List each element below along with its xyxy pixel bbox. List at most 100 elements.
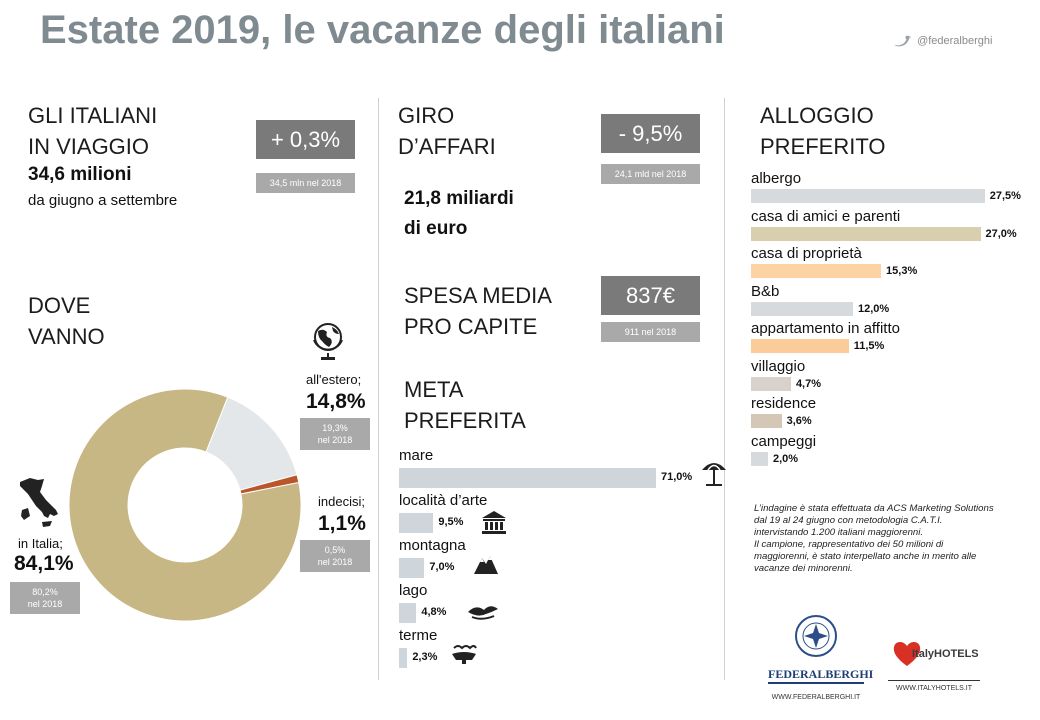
- destination-heading-line1: DOVE: [28, 293, 91, 318]
- undecided-previous-badge: 0,5% nel 2018: [300, 540, 370, 572]
- meta-heading-line2: PREFERITA: [404, 408, 526, 433]
- survey-note-paragraph2: Il campione, rappresentativo dei 50 mili…: [754, 539, 977, 574]
- turnover-change-badge: - 9,5%: [601, 114, 700, 153]
- mountain-icon: [474, 556, 498, 574]
- italy-map-icon: [20, 478, 58, 527]
- turnover-heading-line2: D’AFFARI: [398, 134, 496, 159]
- meta-bar-value: 2,3%: [412, 651, 438, 663]
- lake-icon: [468, 606, 498, 620]
- italy-previous-value: 80,2%: [32, 587, 58, 597]
- turnover-amount: 21,8 miliardi di euro: [404, 184, 514, 244]
- destination-heading-line2: VANNO: [28, 324, 105, 349]
- survey-note: L’indagine è stata effettuata da ACS Mar…: [754, 503, 994, 575]
- undecided-value: 1,1%: [318, 512, 366, 535]
- lodging-bar-value: 11,5%: [853, 340, 885, 352]
- social-handle[interactable]: @federalberghi: [892, 34, 992, 48]
- destination-heading: DOVE VANNO: [28, 290, 105, 352]
- italy-previous-year: nel 2018: [27, 599, 63, 609]
- turnover-amount-line2: di euro: [404, 218, 468, 239]
- turnover-previous-badge: 24,1 mld nel 2018: [601, 164, 700, 184]
- federalberghi-seal-icon: [795, 615, 837, 657]
- lodging-bar-value: 27,5%: [989, 190, 1021, 202]
- meta-bar-label: terme: [399, 627, 438, 644]
- meta-bar-label: mare: [399, 447, 434, 464]
- lodging-bar-bar: [751, 226, 981, 241]
- lodging-bar-value: 15,3%: [886, 265, 918, 277]
- lodging-bar-label: residence: [751, 395, 817, 412]
- lodging-bar-label: campeggi: [751, 432, 817, 450]
- lodging-bar-value: 12,0%: [858, 302, 890, 315]
- abroad-value: 14,8%: [306, 390, 366, 413]
- undecided-previous-year: nel 2018: [317, 557, 353, 567]
- destination-donut-chart: [68, 388, 302, 622]
- meta-bar-value: 4,8%: [421, 606, 447, 618]
- travelers-heading: GLI ITALIANI IN VIAGGIO: [28, 100, 157, 162]
- globe-icon: [313, 323, 343, 360]
- meta-bar-label: lago: [399, 582, 428, 599]
- travelers-period: da giugno a settembre: [28, 192, 178, 209]
- lodging-bar-bar: [751, 414, 782, 428]
- federalberghi-url: WWW.FEDERALBERGHI.IT: [771, 694, 861, 701]
- lodging-bar-value: 27,0%: [985, 227, 1017, 240]
- meta-bar-label: località d’arte: [399, 492, 488, 509]
- travelers-heading-line1: GLI ITALIANI: [28, 103, 158, 128]
- abroad-label: all'estero;: [306, 372, 362, 387]
- lodging-bar-label: villaggio: [751, 357, 806, 375]
- italy-label: in Italia;: [18, 536, 63, 551]
- travelers-heading-line2: IN VIAGGIO: [28, 134, 150, 159]
- temple-icon: [482, 511, 506, 534]
- beach-umbrella-icon: [702, 463, 726, 486]
- meta-heading: META PREFERITA: [404, 374, 526, 436]
- meta-bar-bar: [399, 558, 425, 578]
- turnover-heading: GIRO D’AFFARI: [398, 100, 496, 162]
- lodging-bar-bar: [751, 189, 985, 203]
- lodging-bar-bar: [751, 376, 791, 391]
- spending-heading-line2: PRO CAPITE: [404, 314, 538, 339]
- spa-icon: [452, 645, 477, 664]
- lodging-heading-line1: ALLOGGIO: [760, 103, 874, 128]
- turnover-amount-line1: 21,8 miliardi: [404, 188, 514, 209]
- column-divider: [724, 98, 725, 680]
- twitter-bird-icon: [894, 35, 912, 47]
- lodging-bar-label: albergo: [751, 170, 802, 187]
- meta-bar-value: 9,5%: [438, 516, 464, 528]
- turnover-heading-line1: GIRO: [398, 103, 455, 128]
- meta-bar-label: montagna: [399, 537, 466, 554]
- meta-bar-value: 71,0%: [661, 471, 693, 483]
- lodging-heading: ALLOGGIO PREFERITO: [760, 100, 886, 162]
- lodging-bar-bar: [751, 451, 768, 466]
- abroad-previous-year: nel 2018: [317, 435, 353, 445]
- spending-heading-line1: SPESA MEDIA: [404, 283, 552, 308]
- italyhotels-url: WWW.ITALYHOTELS.IT: [888, 680, 980, 692]
- undecided-label: indecisi;: [318, 494, 365, 509]
- meta-bar-value: 7,0%: [429, 561, 455, 573]
- spending-previous-badge: 911 nel 2018: [601, 322, 700, 342]
- meta-bar-bar: [399, 468, 657, 488]
- lodging-bar-bar: [751, 264, 882, 278]
- italyhotels-name: ItalyHOTELS: [912, 648, 979, 660]
- federalberghi-logo[interactable]: FEDERALBERGHI WWW.FEDERALBERGHI.IT: [768, 612, 873, 701]
- lodging-bar-bar: [751, 301, 853, 316]
- lodging-bar-bar: [751, 339, 849, 353]
- column-divider: [378, 98, 379, 680]
- page-title: Estate 2019, le vacanze degli italiani: [40, 8, 725, 52]
- heart-icon: [893, 641, 921, 666]
- meta-bar-bar: [399, 513, 434, 533]
- spending-value-badge: 837€: [601, 276, 700, 315]
- meta-heading-line1: META: [404, 377, 464, 402]
- travelers-change-badge: + 0,3%: [256, 120, 355, 159]
- lodging-bar-value: 4,7%: [795, 377, 822, 390]
- lodging-bar-label: B&b: [751, 282, 780, 300]
- travelers-previous-badge: 34,5 mln nel 2018: [256, 173, 355, 193]
- lodging-bar-value: 2,0%: [773, 452, 799, 465]
- federalberghi-name: FEDERALBERGHI: [768, 667, 873, 684]
- lodging-bar-label: appartamento in affitto: [751, 320, 900, 337]
- donut-slice-in-italia: [68, 388, 302, 622]
- undecided-previous-value: 0,5%: [324, 545, 346, 555]
- abroad-previous-badge: 19,3% nel 2018: [300, 418, 370, 450]
- lodging-bar-value: 3,6%: [786, 415, 812, 427]
- lodging-heading-line2: PREFERITO: [760, 134, 886, 159]
- social-handle-text: @federalberghi: [917, 34, 993, 47]
- italyhotels-logo[interactable]: ItalyHOTELS WWW.ITALYHOTELS.IT: [888, 636, 980, 694]
- lodging-bar-label: casa di proprietà: [751, 245, 862, 262]
